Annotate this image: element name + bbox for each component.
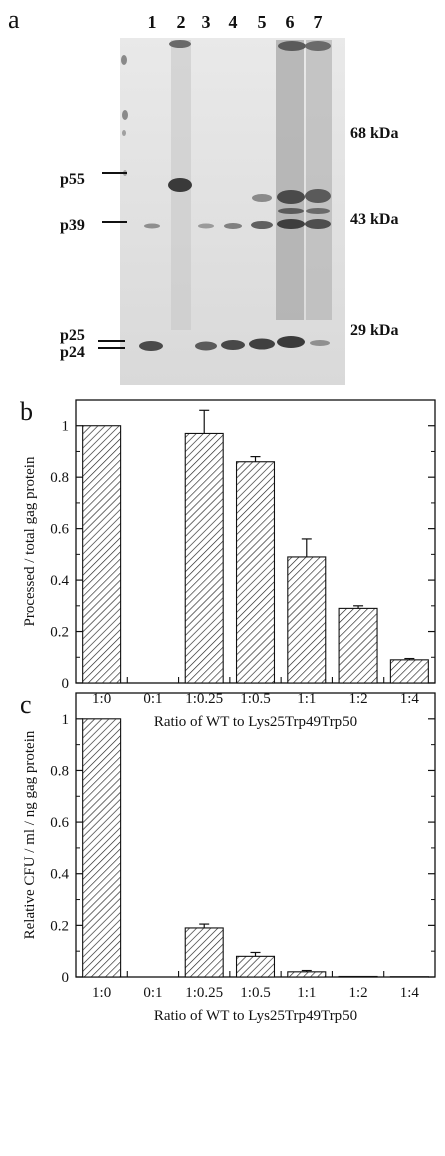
label-p24: p24 <box>60 344 85 361</box>
lane-number: 7 <box>314 12 323 32</box>
x-axis-label: Ratio of WT to Lys25Trp49Trp50 <box>154 714 357 730</box>
x-tick-label: 1:4 <box>400 985 420 1001</box>
y-tick-label: 1 <box>62 419 70 435</box>
panel-b-letter: b <box>20 397 33 426</box>
bar <box>339 608 377 683</box>
label-p39: p39 <box>60 217 85 234</box>
y-axis-label: Processed / total gag protein <box>22 456 38 626</box>
bar <box>83 719 121 977</box>
x-tick-label: 1:1 <box>297 985 316 1001</box>
bar <box>237 462 275 683</box>
panel-c-letter: c <box>20 690 32 719</box>
y-tick-label: 0.2 <box>50 918 69 934</box>
x-tick-label: 1:0.5 <box>240 985 270 1001</box>
bar <box>390 660 428 683</box>
y-tick-label: 0.6 <box>50 522 69 538</box>
gel-image <box>120 38 345 385</box>
y-tick-label: 0 <box>62 970 70 986</box>
label-68kda: 68 kDa <box>350 125 398 142</box>
label-p25: p25 <box>60 327 85 344</box>
label-29kda: 29 kDa <box>350 322 398 339</box>
chart-c: c 0 0.2 0.4 0.6 0.8 1 1:0 0:1 1:0.25 1:0.5 1:1 1:2 1… <box>20 690 435 1024</box>
y-tick-label: 0 <box>62 676 70 692</box>
lane-number: 3 <box>202 12 211 32</box>
lane-number: 1 <box>148 12 157 32</box>
bar <box>288 557 326 683</box>
bar <box>185 928 223 977</box>
x-tick-label: 1:2 <box>348 985 367 1001</box>
y-tick-label: 0.4 <box>50 867 69 883</box>
x-tick-label: 1:0 <box>92 985 111 1001</box>
bar <box>339 976 377 977</box>
x-axis-label: Ratio of WT to Lys25Trp49Trp50 <box>154 1008 357 1024</box>
plot-frame <box>76 693 435 977</box>
lane-number: 5 <box>258 12 267 32</box>
x-tick-label: 0:1 <box>143 985 162 1001</box>
panel-a: a 1 2 3 4 5 6 7 <box>8 5 398 385</box>
bar <box>237 956 275 977</box>
y-tick-label: 0.4 <box>50 573 69 589</box>
bar <box>185 433 223 683</box>
lane-number: 6 <box>286 12 295 32</box>
x-tick-label: 1:0.25 <box>185 985 223 1001</box>
lane-number: 4 <box>229 12 238 32</box>
panel-a-letter: a <box>8 5 20 34</box>
y-tick-label: 0.8 <box>50 470 69 486</box>
bar <box>288 972 326 977</box>
bar <box>83 426 121 683</box>
y-axis-label: Relative CFU / ml / ng gag protein <box>22 730 38 939</box>
y-tick-label: 1 <box>62 712 70 728</box>
label-p55: p55 <box>60 171 85 188</box>
y-tick-label: 0.2 <box>50 625 69 641</box>
y-tick-label: 0.6 <box>50 815 69 831</box>
label-43kda: 43 kDa <box>350 211 398 228</box>
y-tick-label: 0.8 <box>50 763 69 779</box>
lane-number: 2 <box>177 12 186 32</box>
